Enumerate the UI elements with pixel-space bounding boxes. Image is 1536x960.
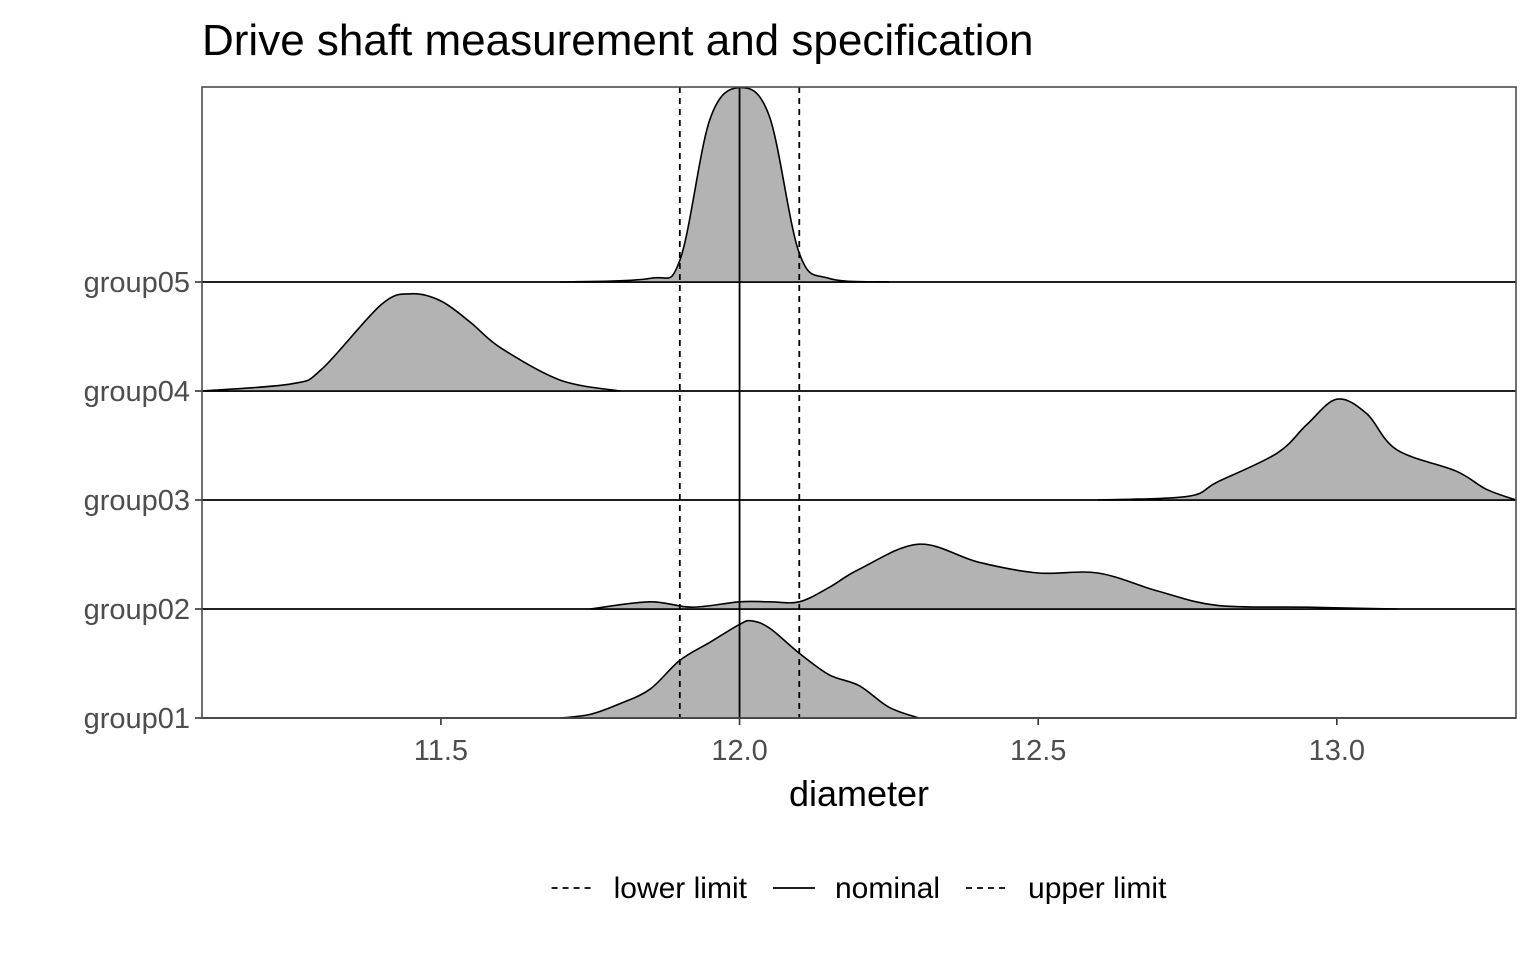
y-tick-label-group01: group01 <box>84 703 190 735</box>
ridge-group05 <box>559 86 890 283</box>
y-tick-label-group03: group03 <box>84 485 190 517</box>
legend-label-upper-limit: upper limit <box>1028 872 1167 905</box>
ridge-group02 <box>589 543 1398 610</box>
ridges-layer <box>201 86 1517 719</box>
x-tick-label-12.5: 12.5 <box>1010 735 1066 767</box>
y-tick-label-group05: group05 <box>84 267 190 299</box>
chart-title: Drive shaft measurement and specificatio… <box>202 16 1034 65</box>
x-axis: 11.5 12.0 12.5 13.0 <box>414 718 1365 767</box>
plot-panel-border <box>201 86 1517 719</box>
ridge-group04 <box>201 292 621 392</box>
y-tick-label-group02: group02 <box>84 594 190 626</box>
y-axis: group01 group02 group03 group04 group05 <box>84 267 202 735</box>
y-tick-label-group04: group04 <box>84 376 190 408</box>
x-tick-label-13.0: 13.0 <box>1309 735 1365 767</box>
x-axis-title: diameter <box>789 773 929 814</box>
legend-label-lower-limit: lower limit <box>614 872 748 905</box>
legend: lower limit nominal upper limit <box>551 872 1167 905</box>
x-tick-label-12.0: 12.0 <box>711 735 767 767</box>
ridge-group03 <box>1097 398 1517 501</box>
reference-lines-layer <box>678 87 801 718</box>
legend-label-nominal: nominal <box>835 872 940 905</box>
x-tick-label-11.5: 11.5 <box>414 735 468 767</box>
